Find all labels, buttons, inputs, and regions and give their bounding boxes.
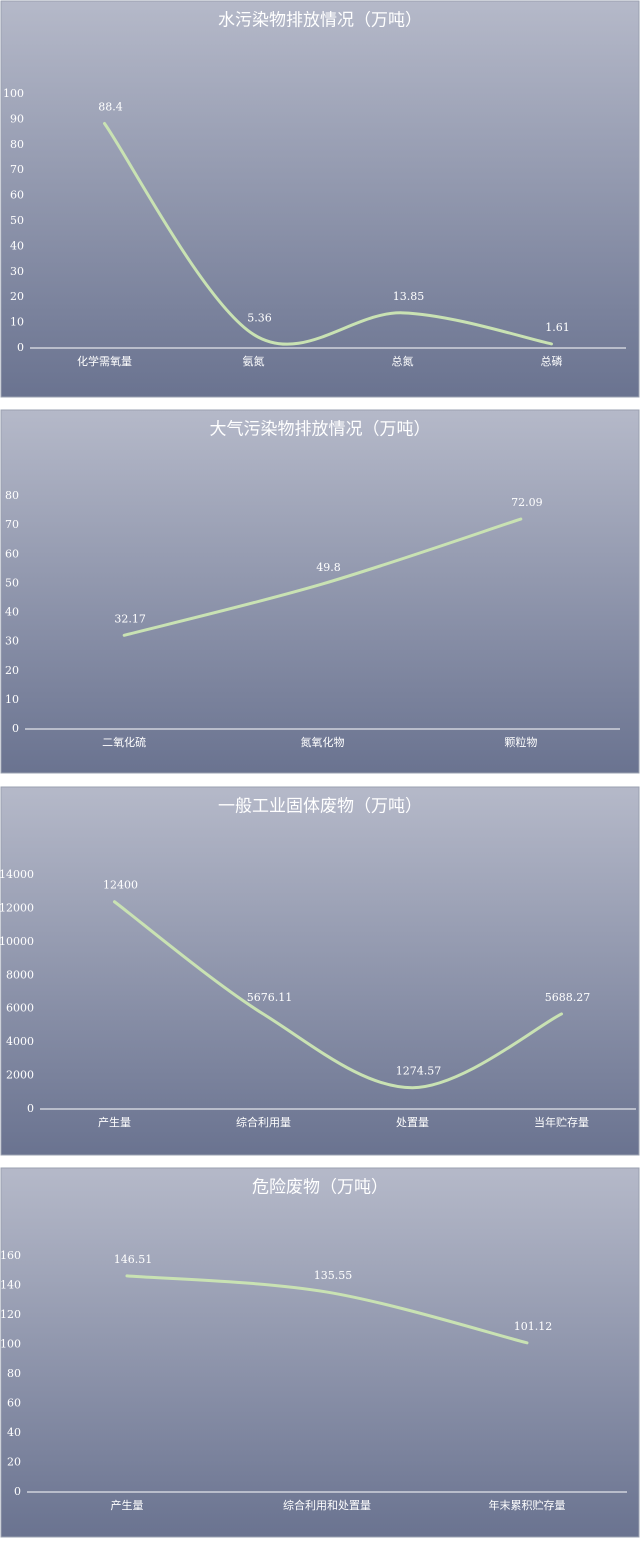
x-tick-label: 颗粒物 — [504, 735, 537, 749]
y-tick-label: 50 — [5, 576, 19, 589]
x-tick-label: 氨氮 — [243, 354, 265, 368]
chart-title: 危险废物（万吨） — [252, 1178, 388, 1198]
y-tick-label: 140 — [0, 1279, 21, 1292]
x-tick-label: 化学需氧量 — [77, 354, 132, 368]
y-tick-label: 0 — [27, 1102, 34, 1115]
y-tick-label: 4000 — [6, 1035, 34, 1048]
chart-title: 一般工业固体废物（万吨） — [218, 797, 422, 817]
data-line — [122, 517, 523, 637]
value-label: 5.36 — [247, 311, 272, 324]
y-tick-label: 70 — [10, 163, 24, 176]
y-tick-label: 160 — [0, 1249, 21, 1262]
value-label: 1.61 — [545, 321, 570, 334]
value-label: 5676.11 — [247, 991, 293, 1004]
y-tick-label: 100 — [0, 1338, 21, 1351]
value-label: 88.4 — [98, 100, 123, 113]
y-tick-label: 80 — [10, 138, 24, 151]
value-label: 135.55 — [314, 1269, 353, 1282]
y-tick-label: 40 — [10, 239, 24, 252]
y-tick-label: 50 — [10, 214, 24, 227]
value-label: 32.17 — [114, 612, 146, 625]
y-tick-label: 30 — [10, 265, 24, 278]
y-tick-label: 60 — [7, 1397, 21, 1410]
y-tick-label: 60 — [10, 189, 24, 202]
x-tick-label: 总磷 — [541, 354, 563, 368]
y-tick-label: 40 — [7, 1426, 21, 1439]
y-tick-label: 100 — [3, 87, 24, 100]
y-tick-label: 10 — [5, 693, 19, 706]
panel — [0, 786, 640, 1156]
data-line — [113, 900, 563, 1090]
value-label: 49.8 — [316, 561, 341, 574]
y-tick-label: 80 — [5, 489, 19, 502]
data-line — [125, 1274, 529, 1345]
y-tick-label: 30 — [5, 635, 19, 648]
y-tick-label: 40 — [5, 606, 19, 619]
value-label: 146.51 — [114, 1253, 153, 1266]
y-tick-label: 0 — [17, 341, 24, 354]
value-label: 101.12 — [514, 1320, 553, 1333]
y-tick-label: 20 — [7, 1456, 21, 1469]
y-tick-label: 6000 — [6, 1002, 34, 1015]
y-tick-label: 0 — [14, 1485, 21, 1498]
x-tick-label: 产生量 — [98, 1115, 131, 1129]
value-label: 1274.57 — [396, 1065, 442, 1078]
x-tick-label: 年末累积贮存量 — [489, 1498, 566, 1512]
x-tick-label: 当年贮存量 — [534, 1115, 589, 1129]
y-tick-label: 60 — [5, 547, 19, 560]
x-tick-label: 综合利用和处置量 — [283, 1498, 371, 1512]
value-label: 13.85 — [393, 290, 425, 303]
x-tick-label: 处置量 — [396, 1116, 429, 1129]
y-tick-label: 70 — [5, 518, 19, 531]
y-tick-label: 10000 — [0, 935, 34, 948]
data-line — [103, 121, 553, 346]
y-tick-label: 120 — [0, 1308, 21, 1321]
y-tick-label: 90 — [10, 112, 24, 125]
x-tick-label: 总氮 — [392, 354, 414, 368]
x-tick-label: 二氧化硫 — [102, 735, 146, 749]
y-tick-label: 10 — [10, 316, 24, 329]
y-tick-label: 0 — [12, 722, 19, 735]
y-tick-label: 20 — [10, 290, 24, 303]
x-tick-label: 氮氧化物 — [301, 735, 345, 749]
y-tick-label: 2000 — [6, 1069, 34, 1082]
panel — [0, 409, 640, 774]
panel — [0, 0, 640, 398]
y-tick-label: 8000 — [6, 968, 34, 981]
chart-title: 大气污染物排放情况（万吨） — [210, 420, 431, 440]
y-tick-label: 20 — [5, 664, 19, 677]
value-label: 5688.27 — [545, 991, 591, 1004]
value-label: 72.09 — [511, 496, 543, 509]
x-tick-label: 产生量 — [111, 1498, 144, 1512]
panel — [0, 1167, 640, 1538]
value-label: 12400 — [103, 879, 138, 892]
y-tick-label: 12000 — [0, 901, 34, 914]
chart-title: 水污染物排放情况（万吨） — [218, 11, 422, 31]
y-tick-label: 80 — [7, 1367, 21, 1380]
x-tick-label: 综合利用量 — [236, 1115, 291, 1129]
y-tick-label: 14000 — [0, 868, 34, 881]
